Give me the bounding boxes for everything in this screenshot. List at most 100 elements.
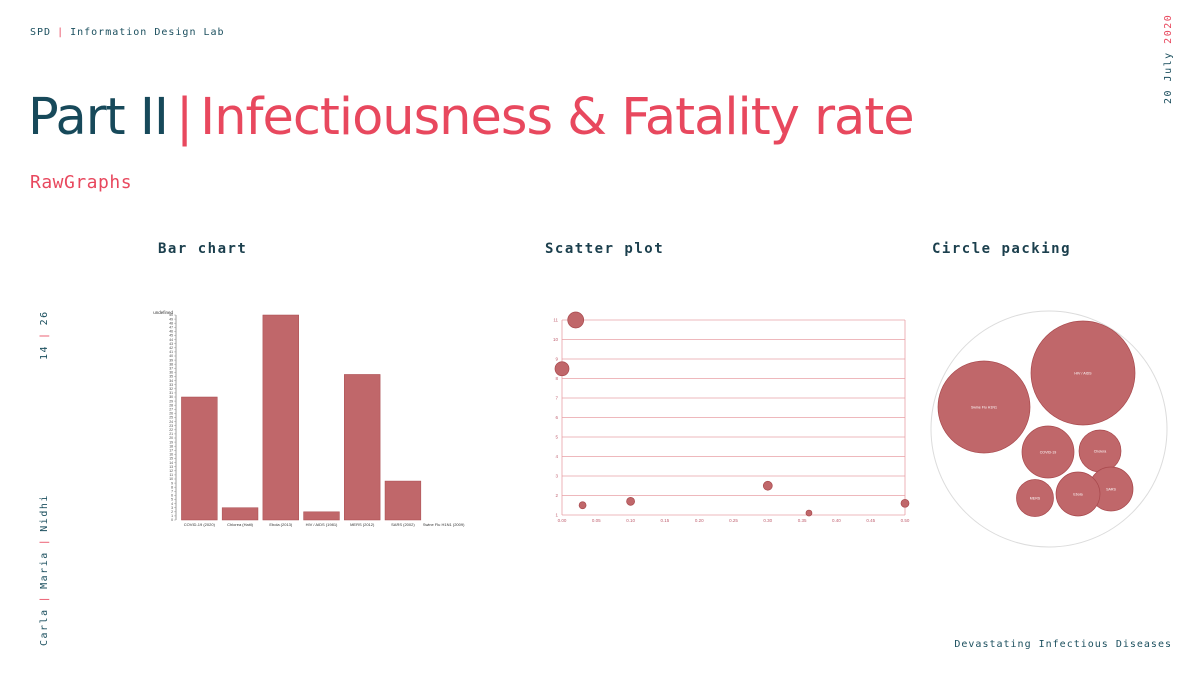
- bar: [344, 374, 381, 521]
- y-tick-label: 50: [169, 313, 173, 317]
- x-tick-label: 0.40: [832, 518, 841, 523]
- y-tick-label: 15: [169, 457, 173, 461]
- scatter-point: [900, 498, 910, 508]
- y-tick-label: 11: [553, 318, 558, 323]
- x-tick-label: 0.10: [626, 518, 635, 523]
- y-tick-label: 34: [169, 379, 173, 383]
- y-tick-label: 0: [171, 518, 173, 522]
- y-tick-label: 3: [171, 506, 173, 510]
- footer: Devastating Infectious Diseases: [954, 639, 1172, 650]
- author-3: Nidhi: [39, 494, 50, 532]
- title-topic: Infectiousness & Fatality rate: [200, 88, 915, 147]
- y-tick-label: 8: [555, 376, 558, 381]
- section-title-scatter-plot: Scatter plot: [545, 241, 665, 257]
- x-tick-label: COVID-19 (2020): [184, 522, 216, 527]
- y-tick-label: 4: [171, 502, 173, 506]
- y-tick-label: 1: [555, 513, 558, 518]
- y-tick-label: 44: [169, 338, 173, 342]
- header: SPD | Information Design Lab: [30, 27, 225, 38]
- circle-label: COVID-19: [1040, 451, 1057, 455]
- title-separator: |: [175, 88, 193, 147]
- x-tick-label: Ebola (2013): [269, 522, 293, 527]
- subtitle: RawGraphs: [30, 172, 133, 193]
- y-tick-label: 10: [553, 337, 559, 342]
- circle-packing-chart: HIV / AIDS Swine Flu H1N1 COVID-19 Cholera S…: [930, 310, 1168, 548]
- y-tick-label: 42: [169, 346, 173, 350]
- x-tick-label: 0.25: [729, 518, 738, 523]
- page-title: Part II | Infectiousness & Fatality rate: [28, 88, 915, 147]
- y-axis-label: undefined: [153, 310, 173, 315]
- y-tick-label: 2: [171, 510, 173, 514]
- page-total: 26: [39, 310, 50, 326]
- y-tick-label: 14: [169, 461, 173, 465]
- circle-label: Swine Flu H1N1: [971, 406, 997, 410]
- x-tick-label: 0.05: [592, 518, 601, 523]
- author-2: Maria: [39, 551, 50, 589]
- y-tick-label: 22: [169, 428, 173, 432]
- y-tick-label: 13: [169, 465, 173, 469]
- y-tick-label: 32: [169, 387, 173, 391]
- x-tick-label: 0.50: [901, 518, 910, 523]
- y-tick-label: 30: [169, 395, 173, 399]
- page-current: 14: [39, 344, 50, 360]
- x-tick-label: 0.15: [661, 518, 670, 523]
- bar: [262, 314, 299, 521]
- y-tick-label: 5: [555, 435, 558, 440]
- y-tick-label: 8: [171, 485, 173, 489]
- y-tick-label: 23: [169, 424, 173, 428]
- y-tick-label: 27: [169, 408, 173, 412]
- x-tick-label: 0.20: [695, 518, 704, 523]
- packed-circle: [1016, 479, 1054, 517]
- y-tick-label: 43: [169, 342, 173, 346]
- x-tick-label: HIV / AIDS (1981): [306, 522, 338, 527]
- x-tick-label: Chlorea (Haiti): [227, 522, 253, 527]
- y-tick-label: 35: [169, 375, 173, 379]
- y-tick-label: 31: [169, 391, 173, 395]
- circle-label: HIV / AIDS: [1074, 372, 1092, 376]
- y-tick-label: 45: [169, 334, 173, 338]
- y-tick-label: 39: [169, 358, 173, 362]
- x-tick-label: SARS (2002): [391, 522, 415, 527]
- bar: [221, 507, 259, 521]
- packed-circle: [937, 360, 1031, 454]
- date-day-month: 20 July: [1163, 51, 1174, 104]
- page-separator: |: [39, 331, 50, 339]
- y-tick-label: 29: [169, 399, 173, 403]
- bar: [181, 396, 218, 521]
- header-separator: |: [57, 27, 65, 38]
- packed-circle: [1030, 320, 1136, 426]
- author-separator: |: [39, 594, 50, 603]
- y-tick-label: 48: [169, 321, 173, 325]
- y-tick-label: 41: [169, 350, 173, 354]
- x-tick-label: 0.00: [558, 518, 567, 523]
- y-tick-label: 9: [171, 481, 173, 485]
- x-tick-label: Swine Flu H1N1 (2009): [423, 522, 465, 527]
- section-title-circle-packing: Circle packing: [932, 241, 1072, 257]
- circle-label: SARS: [1106, 488, 1116, 492]
- y-tick-label: 5: [171, 498, 173, 502]
- bar-chart: undefined0123456789101112131415161718192…: [153, 310, 465, 527]
- circle-label: Ebola: [1073, 493, 1082, 497]
- section-title-bar-chart: Bar chart: [158, 241, 248, 257]
- packed-circle: [1055, 471, 1101, 517]
- scatter-point: [578, 501, 587, 510]
- y-tick-label: 7: [171, 490, 173, 494]
- y-tick-label: 4: [555, 454, 558, 459]
- y-tick-label: 11: [169, 473, 173, 477]
- x-tick-label: 0.35: [798, 518, 807, 523]
- scatter-point: [567, 311, 585, 329]
- scatter-point: [762, 480, 773, 491]
- y-tick-label: 49: [169, 317, 173, 321]
- y-tick-label: 36: [169, 371, 173, 375]
- date-label: 20 July 2020: [1163, 14, 1174, 104]
- y-tick-label: 1: [171, 514, 173, 518]
- y-tick-label: 38: [169, 362, 173, 366]
- scatter-point: [554, 361, 570, 377]
- y-tick-label: 6: [171, 494, 173, 498]
- bar: [303, 511, 340, 521]
- y-tick-label: 19: [169, 440, 173, 444]
- y-tick-label: 2: [555, 493, 558, 498]
- header-lab: Information Design Lab: [70, 27, 225, 38]
- authors: Carla | Maria | Nidhi: [39, 494, 50, 646]
- x-tick-label: 0.30: [763, 518, 772, 523]
